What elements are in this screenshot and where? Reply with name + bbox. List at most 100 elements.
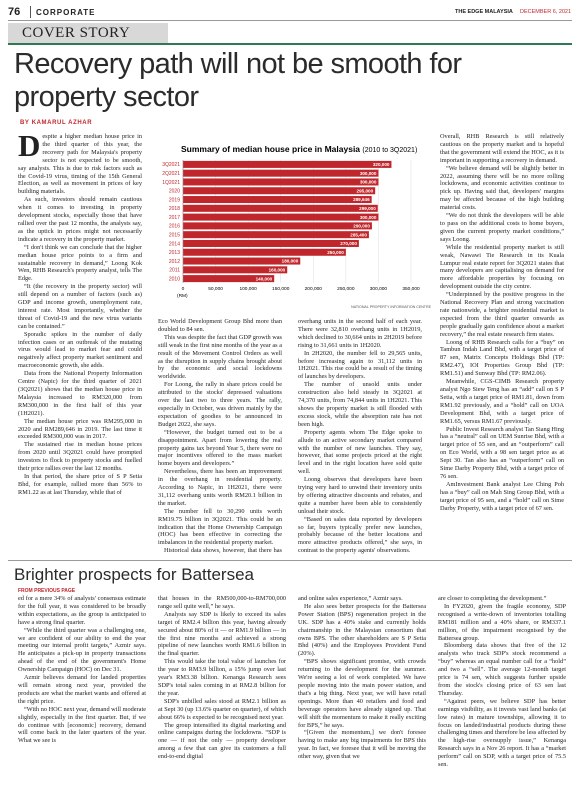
y-tick-label: 2018 [169, 206, 180, 212]
paragraph: The sustained rise in median house price… [18, 441, 142, 473]
paragraph: “I don't think we can conclude that the … [18, 243, 142, 283]
divider [30, 6, 31, 18]
bar [183, 222, 372, 230]
paragraph: Property agents whom The Edge spoke to a… [298, 428, 422, 476]
bar [183, 160, 392, 168]
value-label: 320,000 [373, 162, 390, 167]
paragraph: Despite a higher median house price in t… [18, 133, 142, 196]
kicker: FROM PREVIOUS PAGE [18, 588, 76, 594]
paragraph: Meanwhile, CGS-CIMB Research property an… [440, 378, 564, 425]
value-label: 290,000 [353, 224, 370, 229]
x-tick-label: 200,000 [305, 286, 323, 292]
paragraph: AmInvestment Bank analyst Lee Ching Poh … [440, 480, 564, 512]
y-tick-label: 2013 [169, 250, 180, 256]
paragraph: “Underpinned by the positive progress in… [440, 291, 564, 338]
paragraph: overhang units in the second half of eac… [298, 318, 422, 349]
bar [183, 239, 359, 247]
value-label: 300,000 [360, 180, 377, 185]
bar [183, 169, 379, 177]
kicker-box [8, 23, 168, 43]
bar [183, 213, 379, 221]
value-label: 140,000 [256, 276, 273, 281]
y-tick-label: 2016 [169, 224, 180, 230]
paragraph: Data from the National Property Informat… [18, 370, 142, 417]
chart-subtitle: (2010 to 3Q2021) [362, 147, 417, 154]
paragraph: SDP's unbilled sales stood at RM2.1 bill… [158, 697, 286, 721]
rule [8, 560, 572, 561]
byline: BY KAMARUL AZHAR [20, 120, 93, 126]
column: overhang units in the second half of eac… [298, 318, 422, 555]
y-tick-label: 2Q2021 [162, 171, 180, 177]
y-tick-label: 2011 [169, 268, 180, 274]
axis-unit: (RM) [177, 293, 188, 299]
paragraph: This would take the total value of launc… [158, 658, 286, 697]
paragraph: The median house price was RM295,000 in … [18, 417, 142, 441]
y-tick-label: 2019 [169, 197, 180, 203]
paragraph: The number of unsold units under constru… [298, 381, 422, 428]
paragraph: Public Invest Research analyst Tan Siang… [440, 425, 564, 480]
y-tick-label: 2020 [169, 189, 180, 195]
column: that houses in the RM500,000-to-RM700,00… [158, 595, 286, 809]
value-label: 295,000 [357, 188, 374, 193]
bar [183, 231, 369, 239]
paragraph: Azmir believes demand for landed propert… [18, 674, 146, 705]
paragraph: He also sees better prospects for the Ba… [298, 602, 426, 658]
paragraph: While the residential property market is… [440, 243, 564, 291]
paragraph: Nevertheless, there has been an improvem… [158, 468, 282, 507]
headline: Brighter prospects for Battersea [14, 565, 255, 584]
y-tick-label: 2012 [169, 259, 180, 265]
x-tick-label: 150,000 [272, 286, 290, 292]
section: CORPORATE [36, 8, 96, 17]
y-tick-label: 2017 [169, 215, 180, 221]
paragraph: In that period, the share price of S P S… [18, 472, 142, 496]
value-label: 250,000 [327, 250, 344, 255]
paragraph: that houses in the RM500,000-to-RM700,00… [158, 595, 286, 610]
paragraph: In FY2020, given the fragile economy, SD… [438, 602, 566, 642]
paragraph: Sporadic spikes in the number of daily i… [18, 330, 142, 370]
y-tick-label: 2015 [169, 232, 180, 238]
paragraph: Overall, RHB Research is still relativel… [440, 133, 564, 164]
bar [183, 248, 346, 256]
bar [183, 266, 288, 274]
column: ed for a mere 34% of analysts' consensus… [18, 595, 146, 809]
paragraph: “We do not think the developers will be … [440, 212, 564, 243]
bar [183, 257, 301, 265]
column: Eco World Development Group Bhd more tha… [158, 318, 282, 555]
rule [8, 20, 572, 21]
paragraph: “Based on sales data reported by develop… [298, 515, 422, 555]
paragraph: In 2H2020, the number fell to 29,565 uni… [298, 349, 422, 381]
bar [183, 187, 376, 195]
paragraph: This was despite the fact that GDP growt… [158, 333, 282, 381]
bar [183, 178, 379, 186]
value-label: 300,000 [360, 215, 377, 220]
value-label: 160,000 [269, 268, 286, 273]
paragraph: “We believe demand will be slightly bett… [440, 164, 564, 212]
column: and online sales experience,” Azmir says… [298, 595, 426, 809]
x-tick-label: 0 [182, 286, 185, 292]
value-label: 289,646 [353, 197, 370, 202]
paragraph: Loong of RHB Research calls for a “buy” … [440, 338, 564, 378]
paragraph: “With no HOC next year, demand will mode… [18, 705, 146, 745]
value-label: 270,000 [340, 241, 357, 246]
x-tick-label: 50,000 [208, 286, 223, 292]
paragraph: are closer to completing the development… [438, 595, 547, 602]
paragraph: “BPS shows significant promise, with cro… [298, 658, 426, 729]
value-label: 299,000 [359, 206, 376, 211]
chart-title-main: Summary of median house price in Malaysi… [181, 144, 360, 154]
bar [183, 275, 275, 283]
paragraph: “However, the budget turned out to be a … [158, 428, 282, 468]
source: NATIONAL PROPERTY INFORMATION CENTRE [351, 305, 431, 309]
paragraph: As such, investors should remain cautiou… [18, 196, 142, 243]
column: are closer to completing the development… [438, 595, 566, 809]
paragraph: “While the third quarter was a challengi… [18, 626, 146, 674]
bar [183, 196, 372, 204]
value-label: 180,000 [282, 259, 299, 264]
date: DECEMBER 6, 2021 [520, 9, 572, 15]
paragraph: and online sales experience,” Azmir says… [298, 595, 403, 602]
column: Overall, RHB Research is still relativel… [440, 133, 564, 555]
headline: Recovery path will not be smooth for pro… [14, 48, 462, 113]
paragraph: Historical data shows, however, that the… [164, 547, 282, 555]
paragraph: “[Given the momentum,] we don't foresee … [298, 729, 426, 761]
rule [8, 43, 572, 45]
x-tick-label: 250,000 [337, 286, 355, 292]
